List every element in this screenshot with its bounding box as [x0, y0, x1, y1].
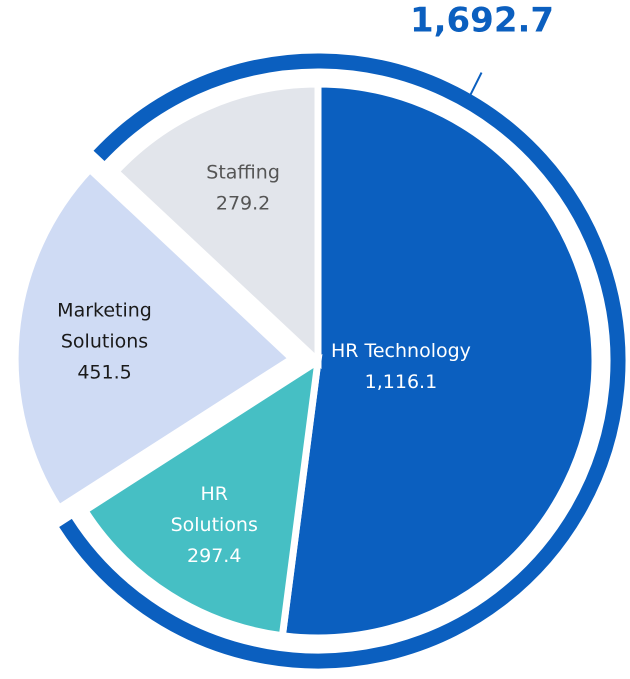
- label-line: Staffing: [206, 161, 280, 183]
- pie-slice: [80, 353, 323, 640]
- slice-value: 279.2: [216, 192, 270, 214]
- slice-label: Staffing 279.2: [206, 161, 280, 214]
- pie-slice: [11, 164, 298, 514]
- slice-value: 1,116.1: [365, 370, 438, 392]
- label-line: Solutions: [61, 330, 148, 352]
- total-arc: [59, 53, 626, 669]
- slice-value: 451.5: [77, 361, 131, 383]
- label-line: HR: [200, 482, 228, 504]
- slice-value: 297.4: [187, 544, 241, 566]
- pie-slice: [110, 80, 322, 370]
- label-line: Marketing: [57, 299, 152, 321]
- total-annotation: 1,692.7: [410, 1, 554, 41]
- slice-label: HR Solutions 297.4: [171, 482, 258, 566]
- slice-label: HR Technology 1,116.1: [331, 339, 471, 392]
- label-line: Solutions: [171, 513, 258, 535]
- slice-label: Marketing Solutions 451.5: [57, 299, 152, 383]
- label-line: HR Technology: [331, 339, 471, 361]
- pie-slice: [278, 80, 599, 642]
- annotation-leader: [469, 72, 483, 96]
